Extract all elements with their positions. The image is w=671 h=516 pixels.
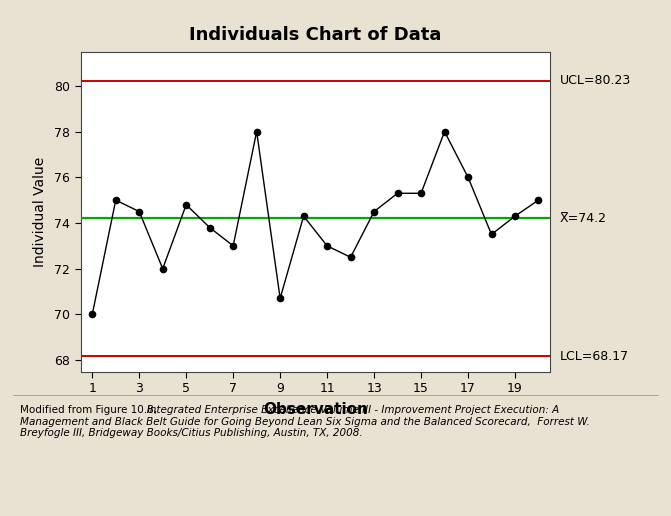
Text: UCL=80.23: UCL=80.23 [560,74,631,87]
Text: LCL=68.17: LCL=68.17 [560,350,629,363]
X-axis label: Observation: Observation [263,402,368,417]
Text: Modified from Figure 10.8,: Modified from Figure 10.8, [20,405,160,415]
Text: Integrated Enterprise Excellence Volume III - Improvement Project Execution: A
M: Integrated Enterprise Excellence Volume … [20,405,590,438]
Y-axis label: Individual Value: Individual Value [33,156,47,267]
Title: Individuals Chart of Data: Individuals Chart of Data [189,26,442,44]
Text: X̅=74.2: X̅=74.2 [560,212,607,225]
